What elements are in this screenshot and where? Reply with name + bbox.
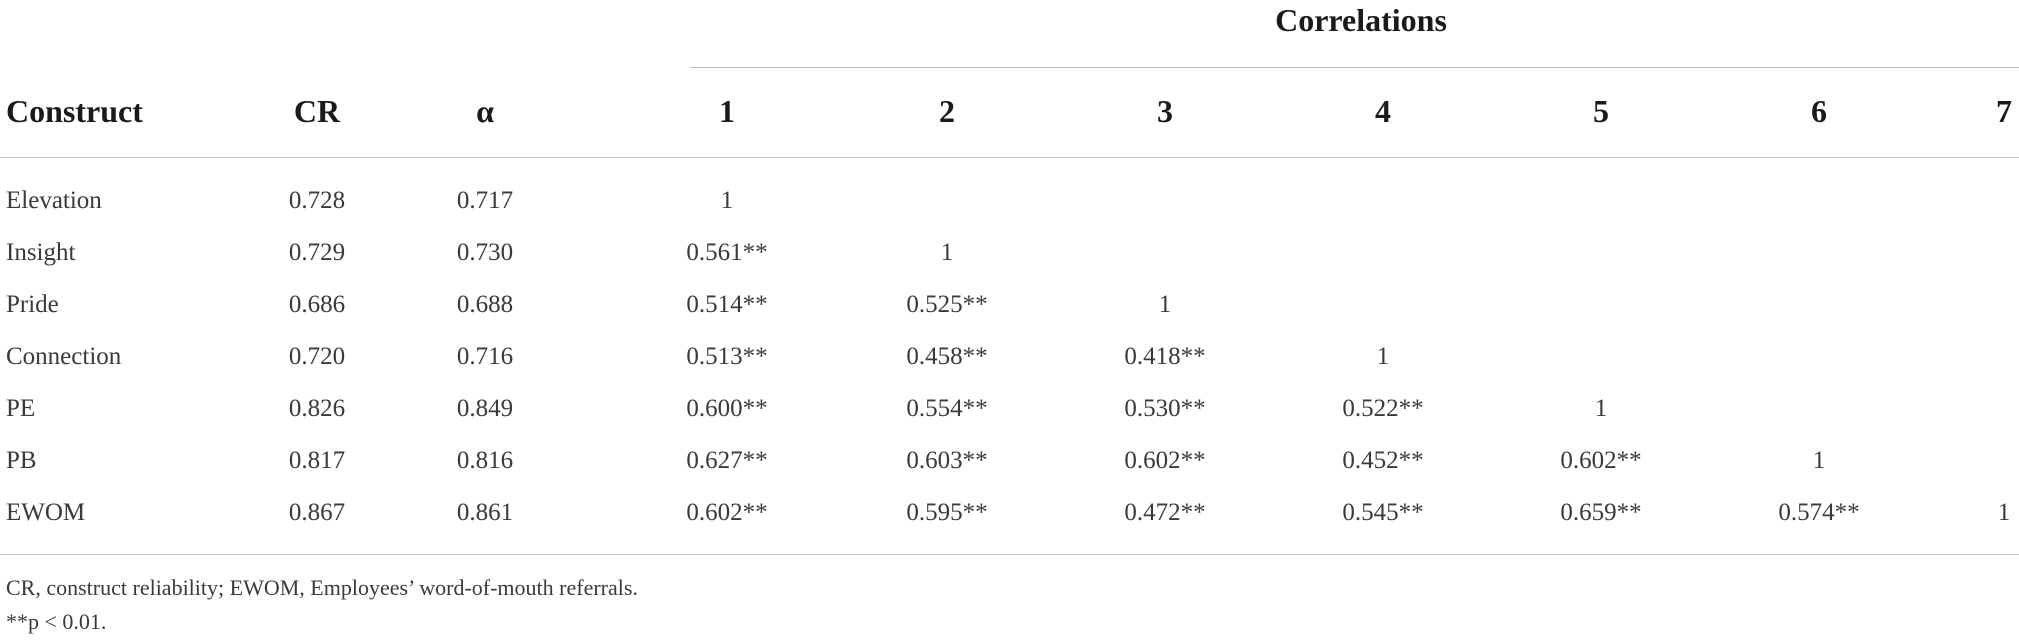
correlation-cell: 0.561**: [686, 239, 768, 266]
header-col-1: 1: [719, 93, 735, 129]
footnote-significance: **p < 0.01.: [6, 609, 107, 634]
header-construct: Construct: [6, 93, 143, 129]
correlation-cell: 1: [1812, 447, 1826, 474]
header-col-4: 4: [1375, 93, 1391, 129]
group-header-rule: [690, 67, 2019, 68]
correlation-cell: 0.545**: [1342, 499, 1424, 526]
cr-value: 0.729: [288, 239, 346, 266]
correlation-cell: 0.452**: [1342, 447, 1424, 474]
table-bottom-rule: [0, 554, 2019, 555]
correlation-cell: 0.603**: [906, 447, 988, 474]
correlation-cell: 0.554**: [906, 395, 988, 422]
construct-name: PE: [6, 395, 36, 422]
header-cr: CR: [293, 93, 341, 129]
cr-value: 0.817: [288, 447, 346, 474]
correlation-cell: 0.659**: [1560, 499, 1642, 526]
cr-value: 0.728: [288, 187, 346, 214]
correlation-cell: 0.602**: [1560, 447, 1642, 474]
correlation-cell: 0.522**: [1342, 395, 1424, 422]
correlation-cell: 0.530**: [1124, 395, 1206, 422]
header-bottom-rule: [0, 157, 2019, 158]
alpha-value: 0.861: [456, 499, 514, 526]
correlation-cell: 0.602**: [686, 499, 768, 526]
alpha-value: 0.688: [456, 291, 514, 318]
header-col-3: 3: [1157, 93, 1173, 129]
alpha-value: 0.816: [456, 447, 514, 474]
correlation-cell: 0.602**: [1124, 447, 1206, 474]
correlation-cell: 1: [1594, 395, 1608, 422]
header-col-2: 2: [939, 93, 955, 129]
construct-name: Connection: [6, 343, 122, 370]
correlation-cell: 0.574**: [1778, 499, 1860, 526]
correlations-group-header: Correlations: [1275, 2, 1447, 38]
correlation-cell: 0.627**: [686, 447, 768, 474]
footnote-abbreviations: CR, construct reliability; EWOM, Employe…: [6, 575, 638, 600]
correlation-cell: 0.472**: [1124, 499, 1206, 526]
construct-name: PB: [6, 447, 37, 474]
correlation-cell: 0.600**: [686, 395, 768, 422]
correlation-cell: 1: [720, 187, 734, 214]
cr-value: 0.686: [288, 291, 346, 318]
correlation-cell: 1: [940, 239, 954, 266]
correlation-cell: 0.458**: [906, 343, 988, 370]
cr-value: 0.867: [288, 499, 346, 526]
alpha-value: 0.849: [456, 395, 514, 422]
correlation-cell: 0.595**: [906, 499, 988, 526]
header-alpha: α: [476, 93, 494, 129]
correlation-cell: 1: [1158, 291, 1172, 318]
alpha-value: 0.730: [456, 239, 514, 266]
header-col-5: 5: [1593, 93, 1609, 129]
correlation-cell: 0.513**: [686, 343, 768, 370]
correlation-cell: 1: [1997, 499, 2011, 526]
correlation-cell: 0.525**: [906, 291, 988, 318]
construct-name: EWOM: [6, 499, 86, 526]
alpha-value: 0.717: [456, 187, 514, 214]
correlation-cell: 0.418**: [1124, 343, 1206, 370]
construct-name: Pride: [6, 291, 59, 318]
cr-value: 0.720: [288, 343, 346, 370]
correlation-cell: 0.514**: [686, 291, 768, 318]
correlation-cell: 1: [1376, 343, 1390, 370]
construct-name: Insight: [6, 239, 76, 266]
header-col-6: 6: [1811, 93, 1827, 129]
cr-value: 0.826: [288, 395, 346, 422]
construct-name: Elevation: [6, 187, 102, 214]
alpha-value: 0.716: [456, 343, 514, 370]
header-col-7: 7: [1996, 93, 2012, 129]
